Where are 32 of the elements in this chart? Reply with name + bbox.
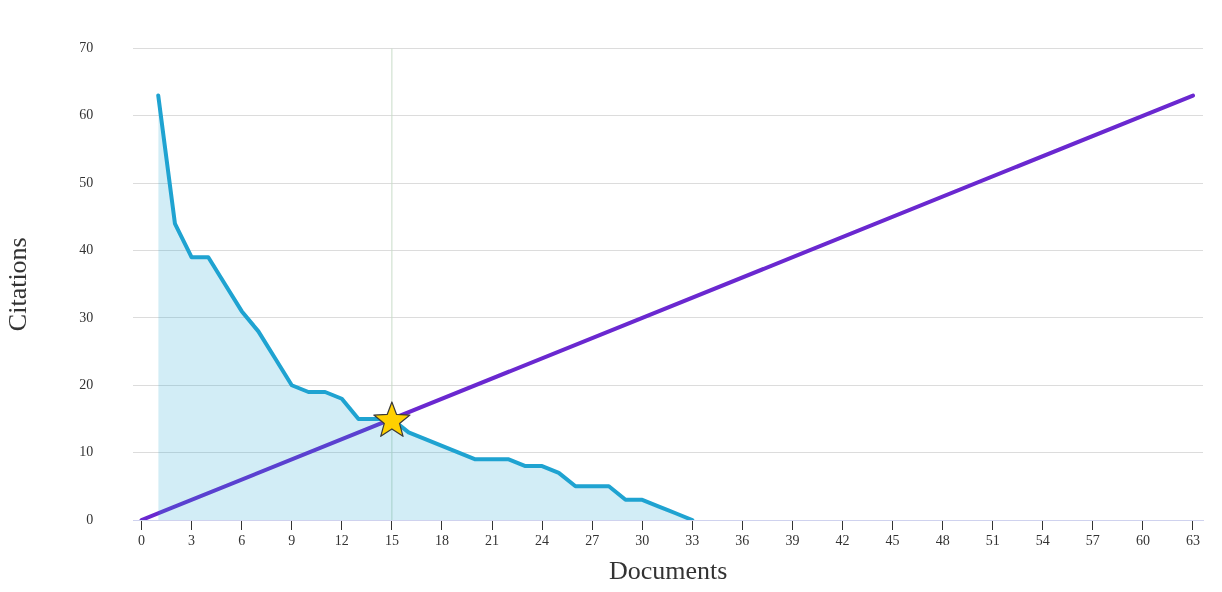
x-tick-label: 30 <box>635 533 650 549</box>
y-tick-label: 30 <box>79 309 94 325</box>
x-tick-label: 3 <box>188 533 196 549</box>
x-tick-label: 6 <box>238 533 246 549</box>
x-tick-label: 12 <box>334 533 349 549</box>
y-tick-label: 60 <box>79 107 94 123</box>
y-tick-label: 20 <box>79 376 94 392</box>
x-axis-title: Documents <box>608 556 728 586</box>
y-tick-label: 10 <box>79 444 94 460</box>
x-tick-label: 60 <box>1135 533 1150 549</box>
x-tick-label: 9 <box>288 533 296 549</box>
x-tick-label: 57 <box>1085 533 1100 549</box>
x-tick-label: 15 <box>384 533 399 549</box>
x-tick-label: 42 <box>835 533 850 549</box>
x-tick-label: 54 <box>1035 533 1050 549</box>
x-tick-label: 36 <box>735 533 750 549</box>
x-tick-label: 18 <box>434 533 449 549</box>
x-tick-label: 21 <box>485 533 500 549</box>
x-tick-label: 48 <box>935 533 950 549</box>
x-tick-label: 39 <box>785 533 800 549</box>
x-tick-label: 0 <box>138 533 146 549</box>
y-tick-label: 0 <box>86 511 94 527</box>
x-tick-label: 33 <box>685 533 700 549</box>
x-tick-label: 63 <box>1185 533 1200 549</box>
y-axis-title: Citations <box>3 237 33 332</box>
x-tick-label: 27 <box>585 533 600 549</box>
x-tick-label: 51 <box>985 533 1000 549</box>
x-tick-label: 45 <box>885 533 900 549</box>
x-tick-label: 24 <box>535 533 550 549</box>
y-tick-label: 40 <box>79 242 94 258</box>
y-tick-label: 70 <box>79 40 94 56</box>
y-tick-label: 50 <box>79 174 94 190</box>
